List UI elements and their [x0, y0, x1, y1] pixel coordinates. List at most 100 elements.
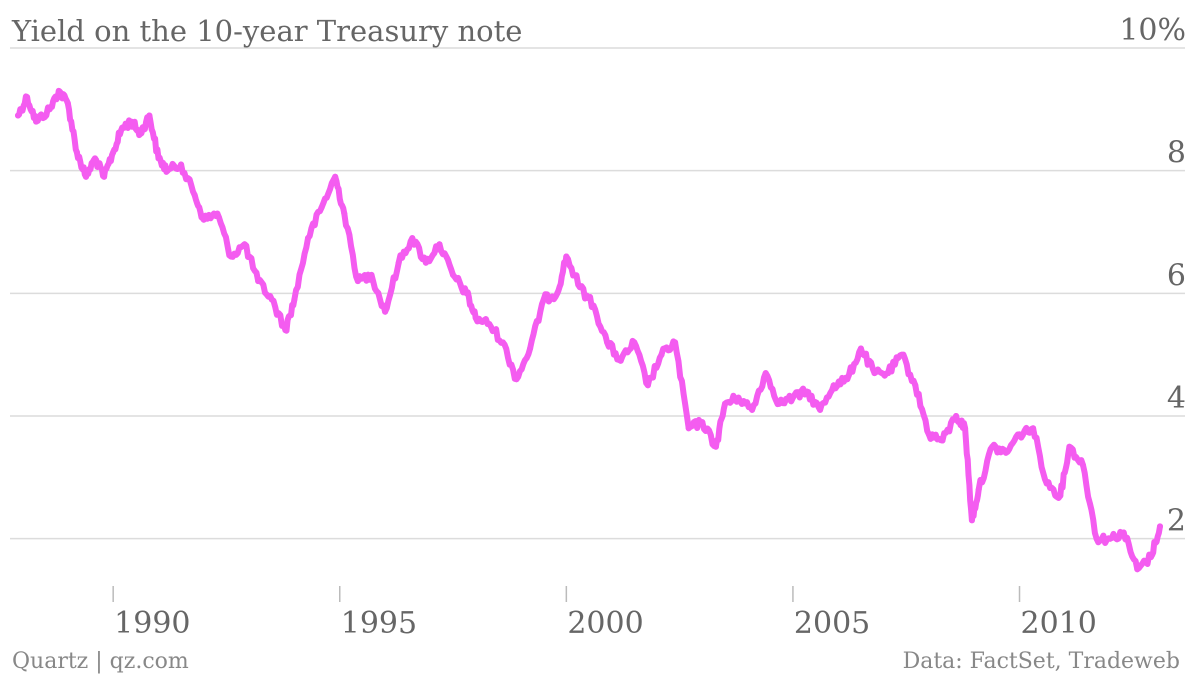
data-point: [1157, 523, 1163, 530]
data-point: [699, 419, 706, 426]
data-point: [64, 100, 71, 107]
data-point: [422, 259, 429, 266]
data-point: [513, 376, 520, 383]
data-point: [382, 308, 389, 315]
data-point: [844, 376, 851, 383]
chart-title: Yield on the 10-year Treasury note: [11, 14, 522, 48]
data-point: [830, 382, 837, 389]
x-tick-label-1990: 1990: [114, 606, 190, 641]
data-point: [1107, 535, 1114, 542]
data-point: [658, 351, 665, 358]
data-point: [1057, 492, 1064, 499]
data-point: [1080, 462, 1086, 469]
data-point: [73, 149, 80, 156]
series-layer: [15, 87, 1163, 573]
data-point: [975, 486, 982, 493]
source-right: Data: FactSet, Tradeweb: [903, 649, 1180, 674]
data-point: [395, 259, 402, 266]
data-point: [146, 112, 153, 119]
data-point: [15, 112, 21, 119]
y-tick-label-2: 2: [1167, 504, 1186, 539]
data-point: [1120, 529, 1127, 536]
data-point: [968, 517, 975, 524]
data-point: [409, 235, 416, 242]
data-point: [898, 351, 905, 358]
data-point: [83, 173, 89, 180]
data-point: [128, 118, 135, 125]
data-point: [436, 241, 443, 248]
data-point: [1093, 535, 1100, 542]
data-point: [871, 370, 878, 377]
data-point: [282, 327, 289, 334]
data-point: [631, 339, 638, 346]
data-point: [137, 130, 144, 137]
data-point: [789, 394, 796, 401]
data-point: [735, 394, 742, 401]
data-point: [590, 302, 597, 309]
data-point: [318, 204, 325, 211]
data-point: [762, 370, 769, 377]
data-point: [722, 400, 728, 407]
data-point: [92, 155, 98, 162]
data-point: [268, 296, 275, 303]
data-point: [817, 406, 824, 413]
data-point: [1043, 480, 1050, 487]
data-point: [644, 382, 651, 389]
data-point: [155, 155, 162, 162]
data-point: [776, 400, 783, 407]
data-point: [604, 339, 611, 346]
data-point: [33, 118, 40, 125]
data-point: [803, 388, 810, 395]
data-point: [749, 406, 756, 413]
data-point: [1016, 431, 1023, 438]
data-point: [463, 290, 470, 297]
data-point: [486, 321, 493, 327]
data-point: [712, 443, 719, 450]
source-left: Quartz | qz.com: [12, 649, 189, 674]
data-point: [989, 443, 996, 450]
x-axis-ticks: 1990 1995 2000 2005 2010: [112, 586, 1097, 641]
data-point: [1134, 566, 1141, 573]
data-point: [499, 339, 506, 346]
data-point: [228, 253, 234, 260]
data-point: [332, 173, 339, 180]
data-point: [672, 339, 679, 346]
y-tick-label-10: 10%: [1119, 13, 1186, 48]
data-point: [305, 235, 311, 242]
data-point: [164, 167, 171, 174]
x-tick-label-1995: 1995: [341, 606, 417, 641]
data-point: [1066, 443, 1073, 450]
y-axis-ticks: 10% 8 6 4 2: [1119, 13, 1186, 539]
data-point: [953, 413, 960, 419]
data-point: [527, 345, 534, 352]
data-point: [119, 124, 126, 131]
x-tick-label-2005: 2005: [794, 606, 870, 641]
y-tick-label-8: 8: [1167, 136, 1186, 171]
data-point: [178, 161, 185, 168]
series-line-0: [15, 87, 1163, 573]
data-point: [291, 296, 298, 303]
y-tick-label-4: 4: [1167, 381, 1186, 416]
data-point: [24, 94, 31, 101]
data-point: [962, 425, 969, 432]
data-point: [576, 284, 583, 291]
data-point: [110, 149, 117, 156]
y-tick-label-6: 6: [1167, 258, 1186, 293]
data-point: [617, 357, 624, 364]
data-point: [191, 192, 198, 199]
data-point: [55, 87, 62, 94]
data-point: [341, 210, 348, 217]
data-point: [563, 253, 570, 260]
data-point: [1002, 449, 1009, 456]
data-point: [354, 278, 361, 285]
data-point: [1030, 425, 1037, 432]
data-point: [450, 271, 456, 278]
data-point: [101, 173, 108, 180]
data-point: [214, 210, 221, 217]
data-point: [46, 106, 53, 113]
data-point: [368, 271, 375, 278]
data-point: [885, 370, 892, 377]
data-point: [241, 241, 248, 248]
x-tick-label-2000: 2000: [567, 606, 643, 641]
